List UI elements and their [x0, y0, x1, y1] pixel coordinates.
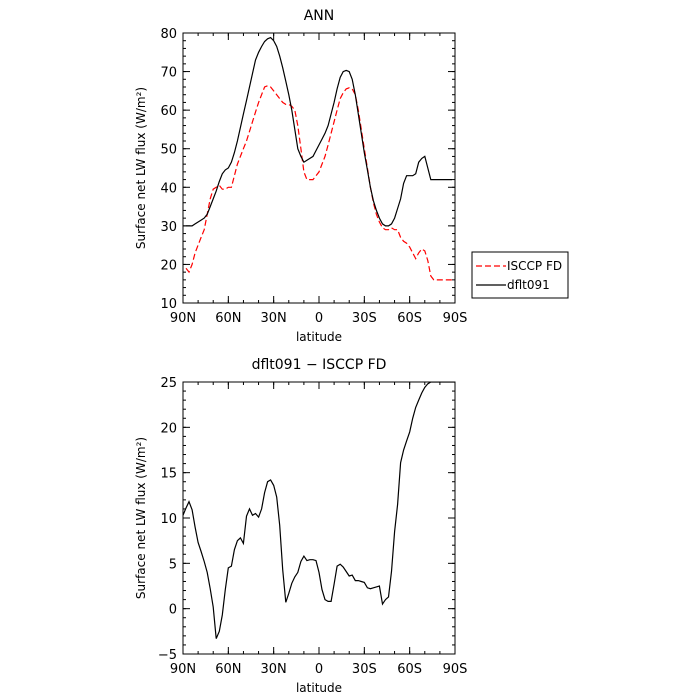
legend-box: [471, 251, 569, 299]
x-tick-label: 30N: [261, 662, 287, 677]
y-tick-label: 50: [160, 143, 177, 158]
y-tick-label: 15: [160, 467, 177, 482]
y-tick-label: 20: [160, 421, 177, 436]
x-axis-label: latitude: [296, 681, 342, 695]
y-axis-label: Surface net LW flux (W/m²): [134, 87, 148, 249]
x-tick-label: 30N: [261, 311, 287, 326]
series-line-difference: [183, 382, 455, 639]
legend: ISCCP FD dflt091: [471, 251, 569, 299]
chart-title: dflt091 − ISCCP FD: [252, 357, 387, 373]
top-panel-annual-mean: ANN 90N 60N 30N 0 30S 60S 90S 10 20 30 40 50 60 70 80 la…: [134, 8, 467, 344]
y-tick-label: 10: [160, 512, 177, 527]
x-tick-label: 30S: [352, 662, 377, 677]
x-tick-label: 90N: [170, 311, 196, 326]
y-axis-label: Surface net LW flux (W/m²): [134, 437, 148, 599]
y-tick-label: 40: [160, 181, 177, 196]
x-tick-label: 60S: [397, 311, 422, 326]
y-tick-label: −5: [158, 648, 177, 663]
y-tick-label: 60: [160, 104, 177, 119]
legend-entry: ISCCP FD: [507, 259, 562, 273]
x-tick-label: 60N: [215, 662, 241, 677]
x-tick-label: 90S: [443, 662, 468, 677]
x-axis-label: latitude: [296, 330, 342, 344]
x-tick-label: 60N: [215, 311, 241, 326]
x-tick-label: 0: [315, 662, 323, 677]
y-tick-label: 70: [160, 66, 177, 81]
y-tick-label: 0: [169, 603, 177, 618]
y-tick-label: 25: [160, 376, 177, 391]
x-tick-label: 0: [315, 311, 323, 326]
series-line-dflt091: [186, 36, 452, 227]
y-tick-label: 80: [160, 27, 177, 42]
x-tick-label: 90S: [443, 311, 468, 326]
plot-frame: [182, 32, 456, 304]
x-tick-label: 30S: [352, 311, 377, 326]
y-tick-label: 5: [169, 557, 177, 572]
y-tick-label: 10: [160, 297, 177, 312]
x-tick-label: 90N: [170, 662, 196, 677]
plot-frame: [182, 381, 456, 655]
series-line-isccp-fd: [185, 85, 452, 281]
bottom-panel-difference: dflt091 − ISCCP FD 90N 60N 30N 0 30S 60S 90S −5 0…: [134, 357, 467, 695]
x-tick-label: 60S: [397, 662, 422, 677]
chart-title: ANN: [304, 8, 335, 24]
y-tick-label: 30: [160, 220, 177, 235]
y-tick-label: 20: [160, 258, 177, 273]
legend-entry: dflt091: [507, 278, 550, 292]
